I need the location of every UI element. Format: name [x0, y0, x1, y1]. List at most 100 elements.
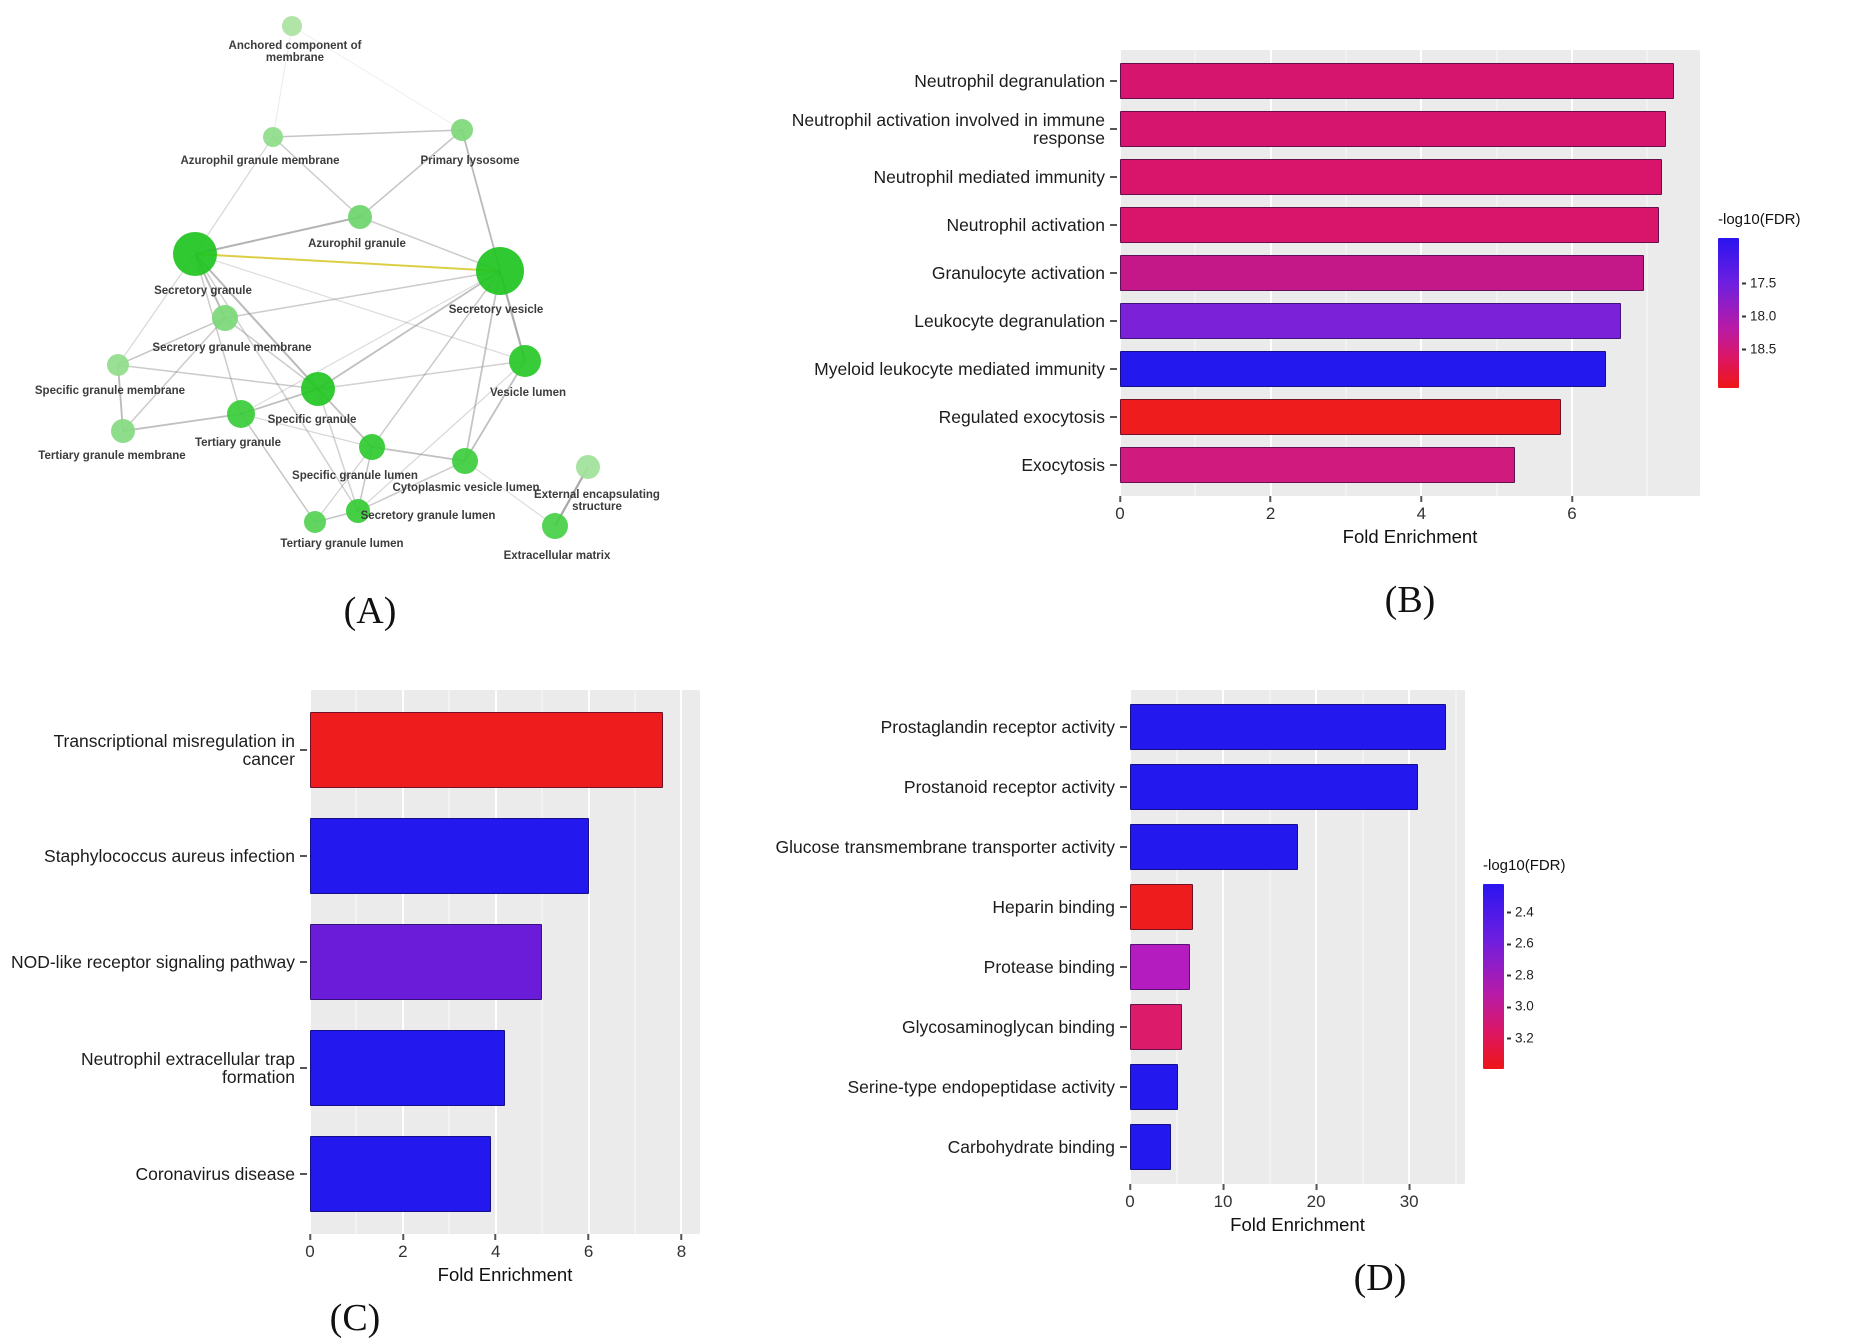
network-node	[227, 400, 255, 428]
bar	[1120, 111, 1667, 147]
bar-row	[1120, 201, 1700, 249]
x-axis-tick: 10	[1214, 1184, 1233, 1212]
y-axis-label-row: Staphylococcus aureus infection	[10, 803, 310, 909]
network-node-label: Secretory granule lumen	[361, 510, 496, 522]
y-axis-tick-mark	[1120, 1146, 1127, 1148]
network-node-label: Secretory granule	[154, 285, 252, 297]
panel-b-label: (B)	[1384, 579, 1436, 621]
bar-row	[310, 909, 700, 1015]
network-edge	[194, 253, 526, 362]
y-axis-label-row: Transcriptional misregulation in cancer	[10, 697, 310, 803]
network-node	[348, 205, 372, 229]
x-axis-tick-mark	[1129, 1184, 1131, 1190]
y-axis-label-row: Myeloid leukocyte mediated immunity	[720, 345, 1120, 393]
bar	[1130, 884, 1194, 930]
gridline-minor	[1176, 690, 1178, 1184]
y-axis-tick-mark	[1120, 726, 1127, 728]
x-axis-title: Fold Enrichment	[1230, 1214, 1365, 1235]
colorbar-legend: -log10(FDR) 17.5 18.0 18.5	[1718, 211, 1801, 388]
legend-title: -log10(FDR)	[1483, 857, 1566, 874]
y-axis-label: Coronavirus disease	[135, 1163, 295, 1184]
x-axis: 0 2 4 6 8	[305, 1234, 700, 1262]
y-axis-label-row: Prostaglandin receptor activity	[770, 697, 1130, 757]
network-edge	[194, 216, 361, 255]
bar	[1130, 764, 1419, 810]
network-edge	[464, 270, 501, 462]
bars	[310, 690, 700, 1234]
y-axis-tick-mark	[300, 855, 307, 857]
gridline-minor	[634, 690, 636, 1234]
bar	[1130, 1124, 1171, 1170]
y-axis-tick-mark	[1110, 416, 1117, 418]
network-edge	[464, 360, 526, 462]
y-axis-label: Heparin binding	[992, 896, 1115, 917]
legend-ticks: 2.4 2.6 2.8 3.0 3.2	[1504, 884, 1550, 1069]
network-node	[107, 354, 129, 376]
y-axis-label: Exocytosis	[1021, 454, 1105, 475]
bar	[310, 818, 589, 894]
bar	[1130, 704, 1447, 750]
legend-body: 2.4 2.6 2.8 3.0 3.2	[1483, 884, 1566, 1069]
y-axis: Prostaglandin receptor activity Prostanoi…	[770, 690, 1130, 1184]
y-axis-tick-mark	[1110, 464, 1117, 466]
legend-tick-label: 3.2	[1507, 1030, 1534, 1045]
network-node	[304, 511, 326, 533]
spacer	[10, 1234, 310, 1262]
network-edge	[194, 253, 319, 390]
y-axis-label: NOD-like receptor signaling pathway	[10, 951, 295, 972]
bar	[1130, 944, 1190, 990]
x-axis-tick: 2	[1266, 496, 1275, 524]
x-axis-tick: 6	[1567, 496, 1577, 524]
y-axis-label-row: Glucose transmembrane transporter activi…	[770, 817, 1130, 877]
x-axis-tick: 6	[584, 1234, 593, 1262]
y-axis-label: Carbohydrate binding	[947, 1136, 1115, 1157]
legend-tick-label: 18.0	[1742, 308, 1776, 323]
network-node-label: Azurophil granule membrane	[180, 155, 339, 167]
y-axis-tick-mark	[1110, 80, 1117, 82]
chart-b-main: Neutrophil degranulation Neutrophil activ…	[720, 50, 1700, 548]
y-axis-label-row: Protease binding	[770, 937, 1130, 997]
y-axis-tick-mark	[300, 961, 307, 963]
x-axis-tick-label: 0	[1115, 504, 1125, 523]
y-axis-label: Staphylococcus aureus infection	[44, 845, 295, 866]
gridline-minor	[1362, 690, 1364, 1184]
bar-row	[1120, 153, 1700, 201]
y-axis-tick-mark	[300, 1067, 307, 1069]
y-axis: Neutrophil degranulation Neutrophil activ…	[720, 50, 1120, 496]
network-node	[282, 16, 302, 36]
y-axis-label: Neutrophil degranulation	[914, 70, 1105, 91]
y-axis-label-row: Leukocyte degranulation	[720, 297, 1120, 345]
y-axis-label: Neutrophil extracellular trap formation	[81, 1048, 295, 1087]
y-axis-label: Prostanoid receptor activity	[903, 776, 1115, 797]
y-axis-label: Prostaglandin receptor activity	[880, 716, 1115, 737]
panel-a-label: (A)	[343, 590, 397, 632]
bar	[1130, 1004, 1183, 1050]
spacer	[770, 1212, 1130, 1236]
network-node	[576, 455, 600, 479]
network-node-label: Tertiary granule lumen	[280, 538, 403, 550]
bar	[1120, 207, 1659, 243]
network-node-label: Specific granule	[268, 414, 357, 426]
gridline-major	[587, 690, 590, 1234]
network-edge	[359, 129, 463, 218]
bar	[1120, 159, 1663, 195]
x-axis-tick-mark	[1315, 1184, 1318, 1190]
x-axis-tick-label: 8	[676, 1242, 687, 1261]
y-axis-label: Transcriptional misregulation in cancer	[53, 730, 295, 769]
y-axis-tick-mark	[1120, 786, 1127, 788]
network-edge	[194, 136, 274, 255]
panel-a: Anchored component of membrane Azurophil g…	[0, 0, 720, 660]
bar-row	[1120, 105, 1700, 153]
network-edge	[122, 413, 242, 432]
y-axis-label-row: Granulocyte activation	[720, 249, 1120, 297]
x-axis-tick-mark	[494, 1234, 497, 1240]
legend-tick-label: 3.0	[1507, 999, 1534, 1014]
legend-body: 17.5 18.0 18.5	[1718, 237, 1801, 388]
x-axis: 0 2 4 6	[1115, 496, 1700, 524]
y-axis-label-row: Heparin binding	[770, 877, 1130, 937]
gridline-major	[1408, 690, 1411, 1184]
x-axis-tick-label: 0	[305, 1242, 315, 1261]
spacer	[770, 1184, 1130, 1212]
network-edge	[117, 364, 319, 390]
x-axis-tick-mark	[1420, 496, 1423, 502]
